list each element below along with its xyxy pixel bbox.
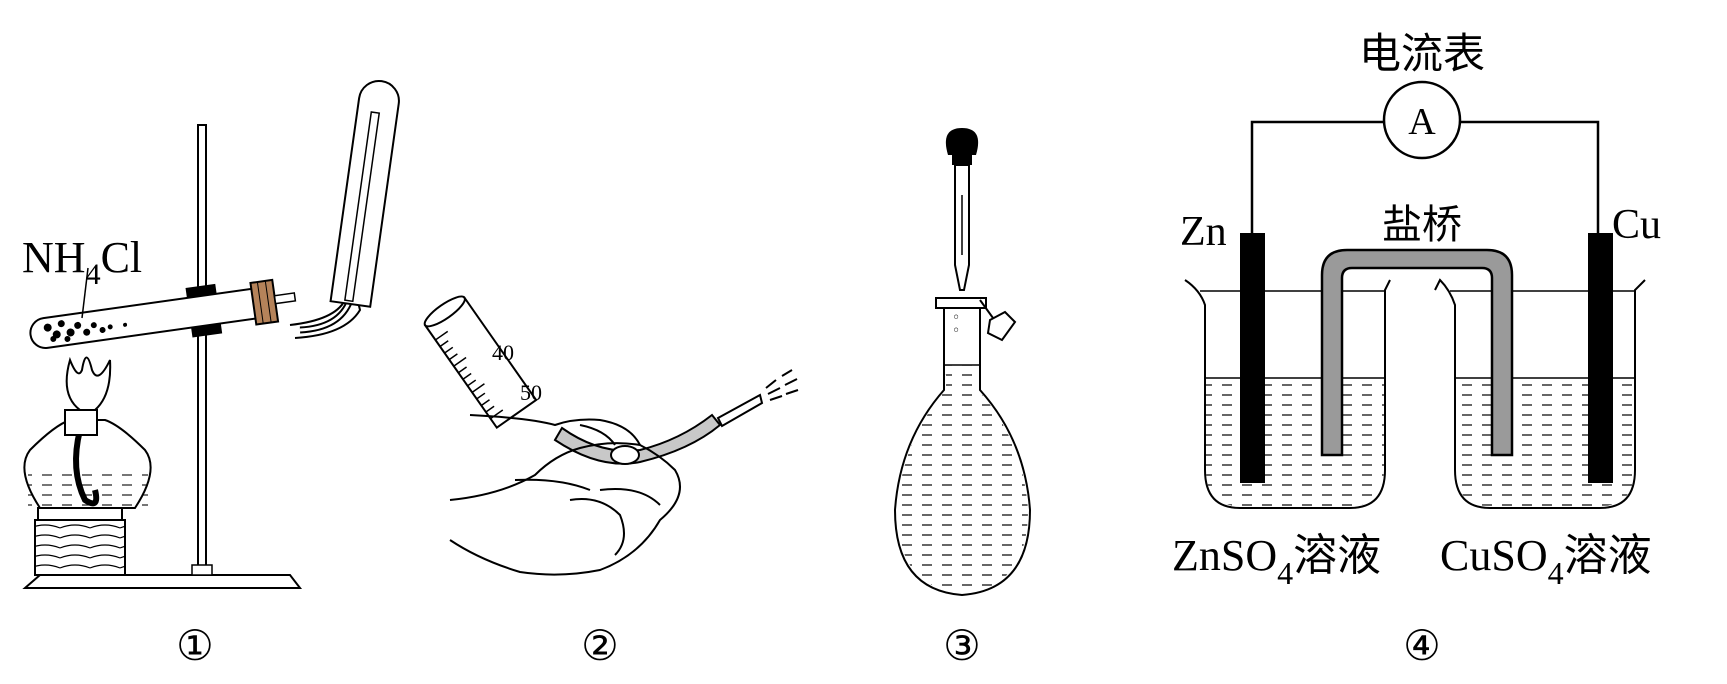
burette-tick-50: 50	[520, 380, 542, 405]
stopper	[249, 278, 280, 326]
panel-2-burette-hand: 40 50 ②	[423, 295, 799, 670]
dropper-bulb	[945, 128, 979, 155]
panel-number-4: ④	[1403, 624, 1441, 670]
burette-tick-40: 40	[492, 340, 514, 365]
right-beaker	[1434, 278, 1646, 509]
hand	[449, 442, 681, 576]
zn-electrode-label: Zn	[1180, 209, 1227, 255]
zn-solution-label: ZnSO4溶液	[1172, 531, 1381, 591]
salt-bridge-label: 盐桥	[1382, 202, 1462, 247]
ammeter-symbol: A	[1408, 101, 1436, 143]
left-beaker	[1184, 279, 1391, 509]
flame	[65, 356, 112, 411]
ammeter-title: 电流表	[1359, 32, 1485, 78]
cu-electrode-label: Cu	[1612, 202, 1661, 248]
reagent-label: NH4Cl	[22, 233, 142, 291]
panel-3-volumetric-flask: ◦ ◦ ③	[893, 128, 1032, 670]
panel-number-3: ③	[943, 624, 981, 670]
salt-bridge	[1320, 248, 1514, 457]
cu-solution-label: CuSO4溶液	[1440, 531, 1652, 591]
cu-electrode	[1588, 233, 1613, 483]
stand-base	[22, 574, 303, 589]
stand-rod	[197, 124, 207, 576]
ammeter	[1382, 80, 1462, 160]
svg-text:◦: ◦	[952, 310, 960, 326]
panel-1-heating-setup: NH4Cl ①	[22, 79, 400, 670]
svg-text:◦: ◦	[952, 323, 960, 339]
wire	[1250, 120, 1600, 240]
panel-number-1: ①	[176, 624, 214, 670]
zn-electrode	[1240, 233, 1265, 483]
panel-4-galvanic-cell: 电流表 A Zn Cu 盐桥 ZnSO4溶液 CuSO4溶液 ④	[1172, 32, 1661, 670]
test-tube	[29, 287, 262, 349]
flask-stopper	[986, 310, 1017, 342]
wood-block	[34, 519, 126, 576]
panel-number-2: ②	[581, 624, 619, 670]
